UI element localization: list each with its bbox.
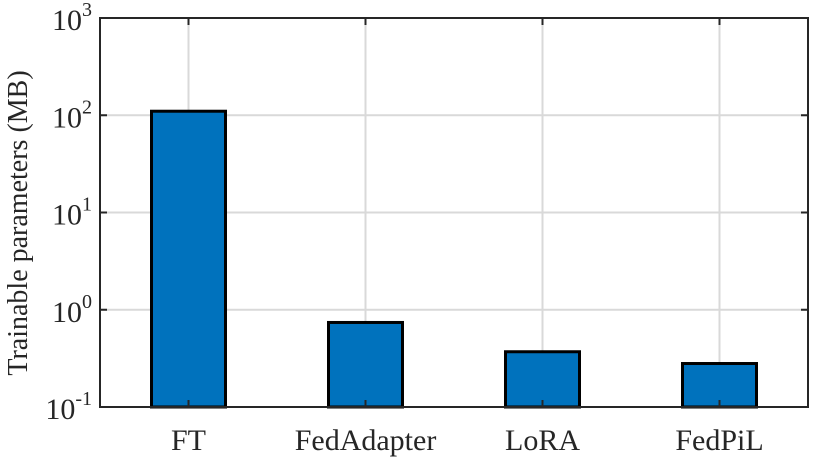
bar-ft	[150, 109, 227, 409]
y-tick-labels: 10-1 100 101 102 103	[45, 0, 808, 426]
bars	[150, 109, 758, 409]
x-tick-label-fedadapter: FedAdapter	[295, 424, 437, 457]
bar-fedpil	[681, 362, 758, 409]
bar-lora	[504, 350, 581, 409]
y-tick-label: 101	[52, 194, 92, 232]
bar-fedadapter	[327, 320, 404, 409]
y-tick-label: 100	[52, 291, 92, 329]
x-tick-label-ft: FT	[171, 424, 206, 457]
x-tick-labels: FT FedAdapter LoRA FedPiL	[171, 18, 764, 457]
y-tick-label: 103	[52, 0, 92, 37]
y-tick-label: 102	[52, 96, 92, 134]
x-tick-label-fedpil: FedPiL	[675, 424, 763, 457]
x-tick-label-lora: LoRA	[505, 424, 580, 457]
y-axis-label: Trainable parameters (MB)	[3, 70, 34, 375]
y-tick-label: 10-1	[45, 388, 92, 426]
